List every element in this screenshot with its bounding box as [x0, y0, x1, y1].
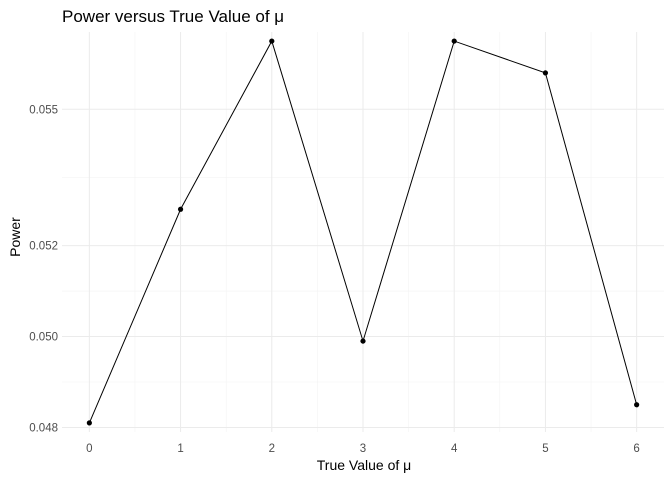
- data-point: [269, 38, 275, 44]
- y-axis-title: Power: [7, 217, 23, 257]
- x-tick-label: 5: [542, 443, 548, 455]
- data-points: [86, 38, 640, 426]
- plot-area: 0 1 2 3 4 5 6 0.048 0.050 0.052 0.055: [29, 32, 664, 455]
- y-tick-label: 0.048: [29, 422, 58, 434]
- x-tick-label: 2: [269, 443, 275, 455]
- x-axis-ticks: 0 1 2 3 4 5 6: [86, 443, 640, 455]
- chart-title: Power versus True Value of μ: [62, 7, 284, 26]
- data-point: [451, 38, 457, 44]
- x-tick-label: 1: [177, 443, 183, 455]
- y-tick-label: 0.050: [29, 332, 58, 344]
- x-tick-label: 6: [633, 443, 639, 455]
- y-tick-label: 0.055: [29, 104, 58, 116]
- y-axis-ticks: 0.048 0.050 0.052 0.055: [29, 104, 58, 434]
- x-tick-label: 0: [86, 443, 92, 455]
- data-point: [360, 338, 366, 344]
- y-tick-label: 0.052: [29, 241, 58, 253]
- data-point: [86, 420, 92, 426]
- x-tick-label: 3: [360, 443, 366, 455]
- data-point: [634, 402, 640, 408]
- data-point: [177, 206, 184, 212]
- gridlines: [62, 32, 664, 432]
- x-axis-title: True Value of μ: [317, 457, 411, 473]
- x-tick-label: 4: [451, 443, 458, 455]
- data-point: [542, 70, 549, 76]
